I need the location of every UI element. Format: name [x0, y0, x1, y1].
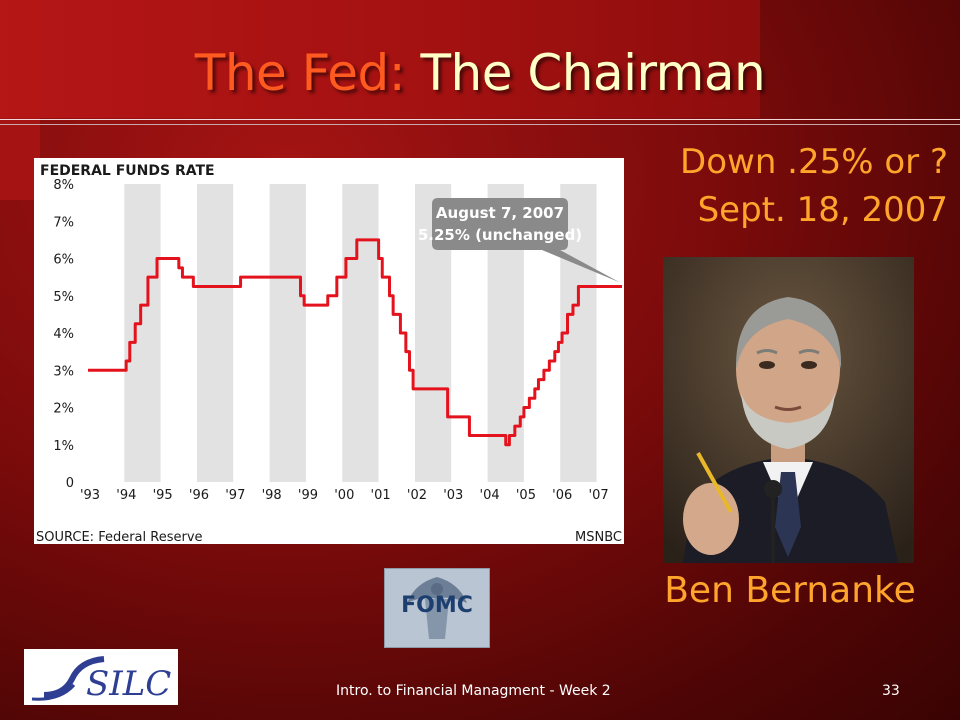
fomc-logo: FOMC [384, 568, 490, 648]
meeting-date-caption: Sept. 18, 2007 [697, 190, 948, 230]
x-tick-label: '00 [334, 488, 354, 503]
fed-funds-chart: FEDERAL FUNDS RATE 0 1% 2% 3% 4% 5% 6% 7% 8% '93… [34, 158, 624, 544]
y-tick-label: 3% [53, 364, 74, 379]
slide-title: The Fed: The Chairman [0, 44, 960, 102]
title-background-panel [0, 0, 760, 118]
chairman-name: Ben Bernanke [664, 570, 916, 611]
y-tick-label: 7% [53, 215, 74, 230]
grid-band [342, 184, 379, 482]
x-tick-label: '94 [116, 488, 136, 503]
annotation-date: August 7, 2007 [436, 204, 564, 222]
chart-canvas: FEDERAL FUNDS RATE 0 1% 2% 3% 4% 5% 6% 7% 8% '93… [36, 163, 622, 544]
title-prefix: The Fed: [194, 44, 406, 102]
grid-band [596, 184, 622, 482]
portrait-illustration [663, 257, 914, 563]
x-axis-ticks: '93 '94 '95 '96 '97 '98 '99 '00 '01 '02 '03 '04 '05 '… [80, 488, 609, 503]
silc-logo: SILC [24, 649, 178, 705]
y-tick-label: 8% [53, 178, 74, 193]
series-line [88, 238, 622, 447]
eagle-seal-icon [407, 577, 467, 639]
x-tick-label: '96 [189, 488, 209, 503]
callout-box [432, 198, 620, 283]
y-tick-label: 0 [66, 476, 74, 491]
x-tick-label: '03 [443, 488, 463, 503]
x-tick-label: '05 [516, 488, 536, 503]
grid-band [124, 184, 161, 482]
y-tick-label: 6% [53, 253, 74, 268]
page-number: 33 [882, 683, 900, 699]
chart-title: FEDERAL FUNDS RATE [40, 163, 215, 179]
rate-cut-caption: Down .25% or ? [680, 142, 948, 182]
grid-band [378, 184, 415, 482]
grid-band [160, 184, 197, 482]
chairman-photo [663, 257, 914, 563]
silc-logo-mark: SILC [31, 656, 171, 704]
x-tick-label: '06 [552, 488, 572, 503]
grid-band [305, 184, 343, 482]
annotation-callout: August 7, 2007 5.25% (unchanged) [418, 198, 620, 283]
x-tick-label: '97 [225, 488, 245, 503]
y-tick-label: 5% [53, 290, 74, 305]
chart-source: SOURCE: Federal Reserve [36, 530, 203, 544]
logo-lettering: SILC [86, 664, 171, 704]
title-main: The Chairman [420, 44, 766, 102]
left-accent-panel [0, 118, 40, 200]
x-tick-label: '01 [371, 488, 391, 503]
fomc-label: FOMC [401, 593, 473, 618]
x-tick-label: '93 [80, 488, 100, 503]
annotation-value: 5.25% (unchanged) [418, 226, 582, 244]
y-tick-label: 2% [53, 402, 74, 417]
x-tick-label: '02 [407, 488, 427, 503]
grid-band [88, 184, 125, 482]
chart-credit: MSNBC [575, 530, 622, 544]
x-tick-label: '95 [153, 488, 173, 503]
y-tick-label: 4% [53, 327, 74, 342]
x-tick-label: '99 [298, 488, 318, 503]
grid-band [196, 184, 234, 482]
x-tick-label: '98 [262, 488, 282, 503]
grid-band [233, 184, 270, 482]
grid-band [269, 184, 306, 482]
y-axis-ticks: 0 1% 2% 3% 4% 5% 6% 7% 8% [53, 178, 74, 491]
title-divider [0, 119, 960, 125]
footer-text: Intro. to Financial Managment - Week 2 [336, 683, 611, 699]
y-tick-label: 1% [53, 439, 74, 454]
x-tick-label: '04 [480, 488, 500, 503]
x-tick-label: '07 [589, 488, 609, 503]
